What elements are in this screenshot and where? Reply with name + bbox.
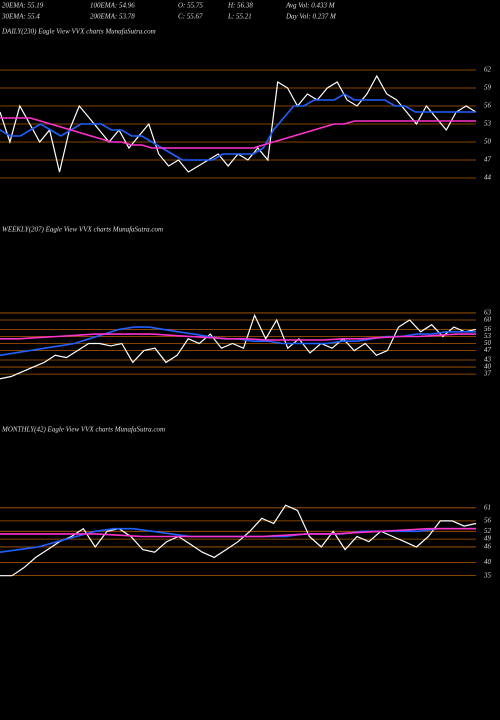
- header-stat: C: 55.67: [178, 13, 203, 21]
- panel-title: MONTHLY(42) Eagle View VVX charts Munafa…: [1, 426, 165, 434]
- header-stat: L: 55.21: [227, 13, 252, 21]
- y-tick-label: 40: [484, 363, 492, 371]
- y-tick-label: 53: [484, 120, 492, 128]
- series-line: [0, 333, 476, 341]
- y-tick-label: 43: [484, 356, 492, 364]
- y-tick-label: 35: [483, 571, 492, 579]
- header-stat: 200EMA: 53.78: [90, 13, 135, 21]
- header-stat: 30EMA: 55.4: [1, 13, 40, 21]
- y-tick-label: 50: [484, 339, 492, 347]
- series-line: [0, 326, 476, 357]
- y-tick-label: 40: [484, 558, 492, 566]
- panel-title: DAILY(230) Eagle View VVX charts MunafaS…: [1, 28, 156, 36]
- series-line: [0, 313, 477, 380]
- y-tick-label: 56: [484, 102, 492, 110]
- header-stat: O: 55.75: [178, 2, 203, 10]
- header-stat: 20EMA: 55.19: [2, 2, 44, 10]
- header-stat: Day Vol: 0.237 M: [285, 13, 337, 21]
- y-tick-label: 49: [484, 535, 492, 543]
- y-tick-label: 52: [484, 527, 492, 535]
- y-tick-label: 56: [484, 516, 492, 524]
- series-line: [0, 504, 477, 577]
- header-stat: H: 56.38: [227, 2, 253, 10]
- y-tick-label: 44: [484, 174, 492, 182]
- series-line: [0, 117, 476, 149]
- y-tick-label: 60: [484, 316, 492, 324]
- y-tick-label: 47: [484, 346, 492, 354]
- y-tick-label: 56: [484, 325, 492, 333]
- y-tick-label: 61: [484, 503, 491, 511]
- y-tick-label: 53: [484, 332, 492, 340]
- y-tick-label: 46: [484, 543, 492, 551]
- y-tick-label: 62: [484, 66, 492, 74]
- panel-title: WEEKLY(207) Eagle View VVX charts Munafa…: [2, 226, 163, 234]
- y-tick-label: 63: [484, 309, 492, 317]
- y-tick-label: 50: [484, 138, 492, 146]
- y-tick-label: 47: [484, 156, 492, 164]
- header-stat: Avg Vol: 0.433 M: [285, 2, 336, 10]
- y-tick-label: 37: [483, 370, 492, 378]
- series-line: [0, 527, 476, 538]
- y-tick-label: 59: [484, 84, 492, 92]
- series-line: [0, 93, 476, 161]
- header-stat: 100EMA: 54.96: [90, 2, 135, 10]
- series-line: [0, 527, 476, 553]
